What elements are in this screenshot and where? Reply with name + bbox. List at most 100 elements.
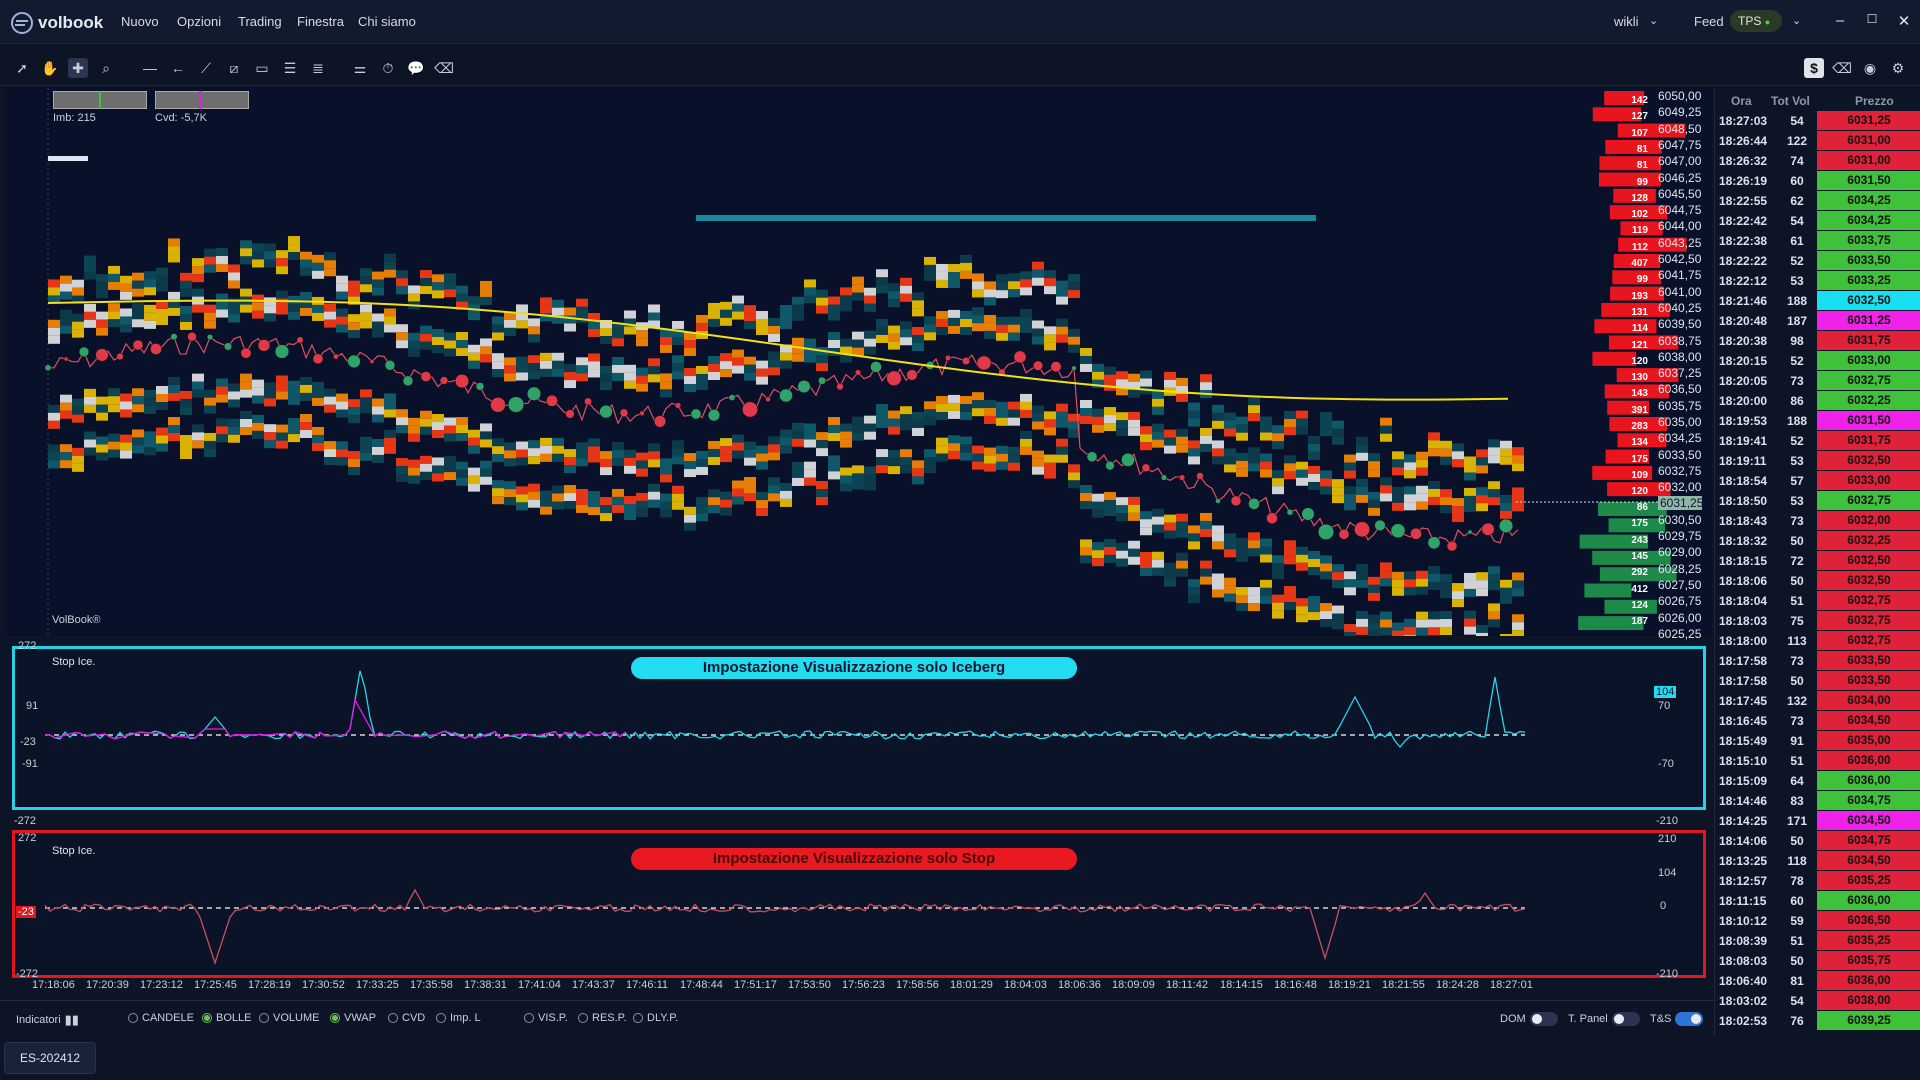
ts-row[interactable]: 18:14:46 83 6034,75	[1715, 791, 1920, 811]
ts-row[interactable]: 18:08:03 50 6035,75	[1715, 951, 1920, 971]
feed-chevron-down-icon[interactable]: ⌄	[1792, 15, 1802, 27]
ts-row[interactable]: 18:19:41 52 6031,75	[1715, 431, 1920, 451]
t-panel-switch[interactable]	[1611, 1012, 1640, 1026]
ts-row[interactable]: 18:22:12 53 6033,25	[1715, 271, 1920, 291]
heatmap-chart[interactable]	[6, 88, 1711, 662]
bolle-radio[interactable]	[202, 1013, 212, 1023]
ray-icon[interactable]: ←	[171, 60, 185, 76]
menu-finestra[interactable]: Finestra	[297, 14, 344, 29]
horizontal-line-icon[interactable]: —	[143, 60, 157, 76]
user-menu[interactable]: wikli	[1614, 14, 1639, 29]
close-icon[interactable]: ✕	[1897, 13, 1911, 30]
option-imp-l[interactable]: Imp. L	[436, 1012, 481, 1024]
channel-icon[interactable]: ⧄	[229, 60, 239, 76]
ts-row[interactable]: 18:18:04 51 6032,75	[1715, 591, 1920, 611]
zoom-icon[interactable]: ⌕	[102, 60, 110, 76]
menu-chi-siamo[interactable]: Chi siamo	[358, 14, 416, 29]
dollar-icon[interactable]: $	[1804, 58, 1824, 78]
lines-icon[interactable]: ≣	[312, 60, 324, 76]
ts-row[interactable]: 18:18:03 75 6032,75	[1715, 611, 1920, 631]
ts-row[interactable]: 18:15:49 91 6035,00	[1715, 731, 1920, 751]
ts-row[interactable]: 18:22:55 62 6034,25	[1715, 191, 1920, 211]
res-p-radio[interactable]	[578, 1013, 588, 1023]
ts-row[interactable]: 18:08:39 51 6035,25	[1715, 931, 1920, 951]
ts-row[interactable]: 18:26:19 60 6031,50	[1715, 171, 1920, 191]
menu-trading[interactable]: Trading	[238, 14, 282, 29]
ts-row[interactable]: 18:26:44 122 6031,00	[1715, 131, 1920, 151]
volume-radio[interactable]	[259, 1013, 269, 1023]
cvd-radio[interactable]	[388, 1013, 398, 1023]
t-panel-toggle[interactable]: T. Panel	[1568, 1012, 1640, 1026]
ts-row[interactable]: 18:11:15 60 6036,00	[1715, 891, 1920, 911]
settings-sliders-icon[interactable]: ⚌	[353, 60, 367, 76]
rectangle-icon[interactable]: ▭	[255, 60, 269, 76]
alarm-icon[interactable]: ⏱	[382, 60, 394, 76]
ts-row[interactable]: 18:18:43 73 6032,00	[1715, 511, 1920, 531]
hand-icon[interactable]: ✋	[41, 60, 59, 76]
ts-row[interactable]: 18:03:02 54 6038,00	[1715, 991, 1920, 1011]
ts-row[interactable]: 18:17:58 50 6033,50	[1715, 671, 1920, 691]
comment-icon[interactable]: 💬	[407, 60, 425, 76]
ts-row[interactable]: 18:26:32 74 6031,00	[1715, 151, 1920, 171]
ts-row[interactable]: 18:17:45 132 6034,00	[1715, 691, 1920, 711]
maximize-icon[interactable]: ☐	[1866, 12, 1878, 26]
feed-badge[interactable]: TPS ●	[1730, 10, 1782, 32]
vwap-radio[interactable]	[330, 1013, 340, 1023]
option-dly-p[interactable]: DLY.P.	[633, 1012, 678, 1024]
menu-opzioni[interactable]: Opzioni	[177, 14, 222, 29]
ts-row[interactable]: 18:19:11 53 6032,50	[1715, 451, 1920, 471]
ts-row[interactable]: 18:18:00 113 6032,75	[1715, 631, 1920, 651]
dom-switch[interactable]	[1529, 1012, 1558, 1026]
ts-row[interactable]: 18:12:57 78 6035,25	[1715, 871, 1920, 891]
chevron-down-icon[interactable]: ⌄	[1649, 15, 1659, 27]
ts-row[interactable]: 18:16:45 73 6034,50	[1715, 711, 1920, 731]
ts-row[interactable]: 18:20:05 73 6032,75	[1715, 371, 1920, 391]
gear-icon[interactable]: ⚙	[1891, 60, 1905, 76]
ts-row[interactable]: 18:20:00 86 6032,25	[1715, 391, 1920, 411]
crosshair-icon[interactable]: ✚	[68, 58, 88, 78]
dly-p-radio[interactable]	[633, 1013, 643, 1023]
ts-row[interactable]: 18:10:12 59 6036,50	[1715, 911, 1920, 931]
record-icon[interactable]: ◉	[1863, 60, 1877, 76]
ts-row[interactable]: 18:18:32 50 6032,25	[1715, 531, 1920, 551]
ts-row[interactable]: 18:19:53 188 6031,50	[1715, 411, 1920, 431]
option-volume[interactable]: VOLUME	[259, 1012, 319, 1024]
eraser-right-icon[interactable]: ⌫	[1832, 60, 1852, 76]
cursor-icon[interactable]: ➚	[16, 60, 28, 76]
trendline-icon[interactable]: ⟋	[201, 60, 211, 76]
ts-row[interactable]: 18:20:38 98 6031,75	[1715, 331, 1920, 351]
ts-row[interactable]: 18:15:09 64 6036,00	[1715, 771, 1920, 791]
indicators-menu[interactable]: Indicatori ▮▮	[16, 1012, 79, 1028]
option-vwap[interactable]: VWAP	[330, 1012, 376, 1024]
menu-nuovo[interactable]: Nuovo	[121, 14, 159, 29]
ts-row[interactable]: 18:06:40 81 6036,00	[1715, 971, 1920, 991]
ts-row[interactable]: 18:15:10 51 6036,00	[1715, 751, 1920, 771]
option-res-p[interactable]: RES.P.	[578, 1012, 627, 1024]
option-vis-p[interactable]: VIS.P.	[524, 1012, 568, 1024]
ts-row[interactable]: 18:20:48 187 6031,25	[1715, 311, 1920, 331]
eraser-icon[interactable]: ⌫	[434, 60, 454, 76]
ts-toggle[interactable]: T&S	[1650, 1012, 1704, 1026]
option-candele[interactable]: CANDELE	[128, 1012, 194, 1024]
ts-row[interactable]: 18:22:38 61 6033,75	[1715, 231, 1920, 251]
candele-radio[interactable]	[128, 1013, 138, 1023]
imp-l-radio[interactable]	[436, 1013, 446, 1023]
ts-row[interactable]: 18:22:22 52 6033,50	[1715, 251, 1920, 271]
ts-row[interactable]: 18:14:06 50 6034,75	[1715, 831, 1920, 851]
ts-row[interactable]: 18:22:42 54 6034,25	[1715, 211, 1920, 231]
ts-switch[interactable]	[1675, 1012, 1704, 1026]
ts-row[interactable]: 18:14:25 171 6034,50	[1715, 811, 1920, 831]
fibonacci-icon[interactable]: ☰	[283, 60, 297, 76]
ts-row[interactable]: 18:18:06 50 6032,50	[1715, 571, 1920, 591]
ts-row[interactable]: 18:20:15 52 6033,00	[1715, 351, 1920, 371]
ts-row[interactable]: 18:17:58 73 6033,50	[1715, 651, 1920, 671]
minimize-icon[interactable]: –	[1835, 12, 1845, 29]
dom-toggle[interactable]: DOM	[1500, 1012, 1558, 1026]
ts-row[interactable]: 18:18:54 57 6033,00	[1715, 471, 1920, 491]
option-bolle[interactable]: BOLLE	[202, 1012, 251, 1024]
option-cvd[interactable]: CVD	[388, 1012, 425, 1024]
ts-row[interactable]: 18:02:53 76 6039,25	[1715, 1011, 1920, 1031]
ts-row[interactable]: 18:21:46 188 6032,50	[1715, 291, 1920, 311]
tab-es-202412[interactable]: ES-202412	[4, 1042, 96, 1074]
ts-row[interactable]: 18:18:15 72 6032,50	[1715, 551, 1920, 571]
